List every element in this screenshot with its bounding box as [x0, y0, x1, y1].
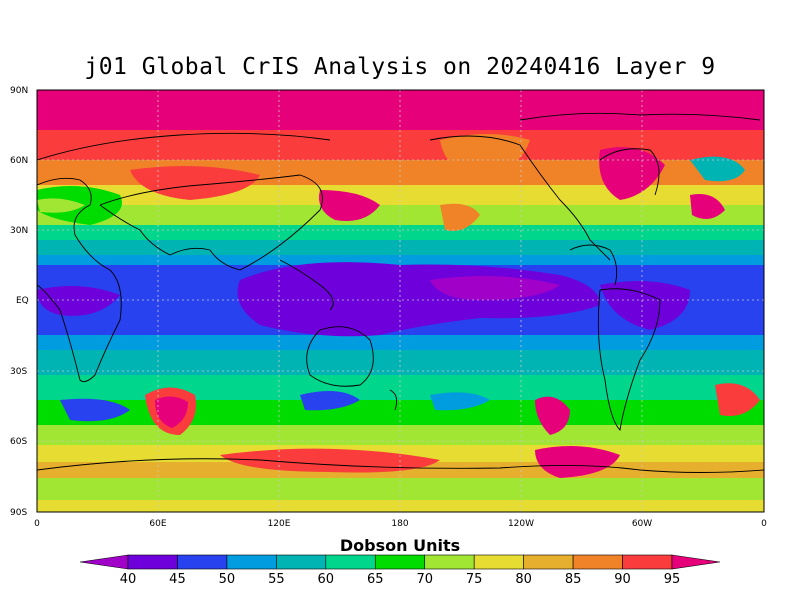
colorbar-label: 60 — [318, 572, 335, 587]
coastlines — [37, 112, 764, 473]
colorbar-segment — [622, 554, 673, 570]
colorbar-label: 80 — [515, 572, 532, 587]
colorbar-label: 70 — [416, 572, 433, 587]
colorbar-segment — [127, 554, 178, 570]
ozone-field — [37, 90, 764, 512]
colorbar: 40 45 50 55 60 65 70 75 80 85 90 95 — [79, 554, 721, 587]
colorbar-segment — [473, 554, 524, 570]
graticule — [37, 90, 764, 512]
colorbar-segment — [572, 554, 623, 570]
colorbar-label: 50 — [219, 572, 236, 587]
colorbar-segment — [671, 554, 721, 570]
lon-label: 120E — [268, 519, 291, 529]
colorbar-label: 90 — [614, 572, 631, 587]
colorbar-segment — [523, 554, 574, 570]
colorbar-segment — [424, 554, 475, 570]
lat-label: 30N — [10, 226, 28, 236]
colorbar-segment — [374, 554, 426, 570]
lon-axis: 0 60E 120E 180 120W 60W 0 — [34, 519, 767, 529]
lat-label: EQ — [16, 296, 29, 306]
colorbar-segment — [177, 554, 228, 570]
map-frame — [36, 89, 765, 513]
colorbar-label: 75 — [466, 572, 483, 587]
colorbar-title: Dobson Units — [339, 536, 461, 555]
lon-label: 0 — [34, 519, 40, 529]
lat-label: 90S — [10, 508, 27, 518]
lat-label: 90N — [10, 86, 28, 96]
colorbar-label: 45 — [169, 572, 186, 587]
lat-label: 30S — [10, 367, 27, 377]
colorbar-segment — [276, 554, 327, 570]
colorbar-label: 95 — [664, 572, 681, 587]
lon-label: 180 — [391, 519, 408, 529]
colorbar-label: 85 — [565, 572, 582, 587]
colorbar-segment — [79, 554, 129, 570]
colorbar-label: 55 — [268, 572, 285, 587]
colorbar-label: 65 — [367, 572, 384, 587]
lon-label: 120W — [508, 519, 534, 529]
lat-axis: 90N 60N 30N EQ 30S 60S 90S — [10, 86, 29, 518]
lon-label: 60E — [149, 519, 166, 529]
colorbar-segment — [325, 554, 376, 570]
lon-label: 0 — [761, 519, 767, 529]
lon-label: 60W — [632, 519, 652, 529]
lat-label: 60N — [10, 156, 28, 166]
map-title: j01 Global CrIS Analysis on 20240416 Lay… — [84, 54, 716, 80]
lat-label: 60S — [10, 437, 27, 447]
colorbar-label: 40 — [120, 572, 137, 587]
colorbar-segment — [226, 554, 277, 570]
